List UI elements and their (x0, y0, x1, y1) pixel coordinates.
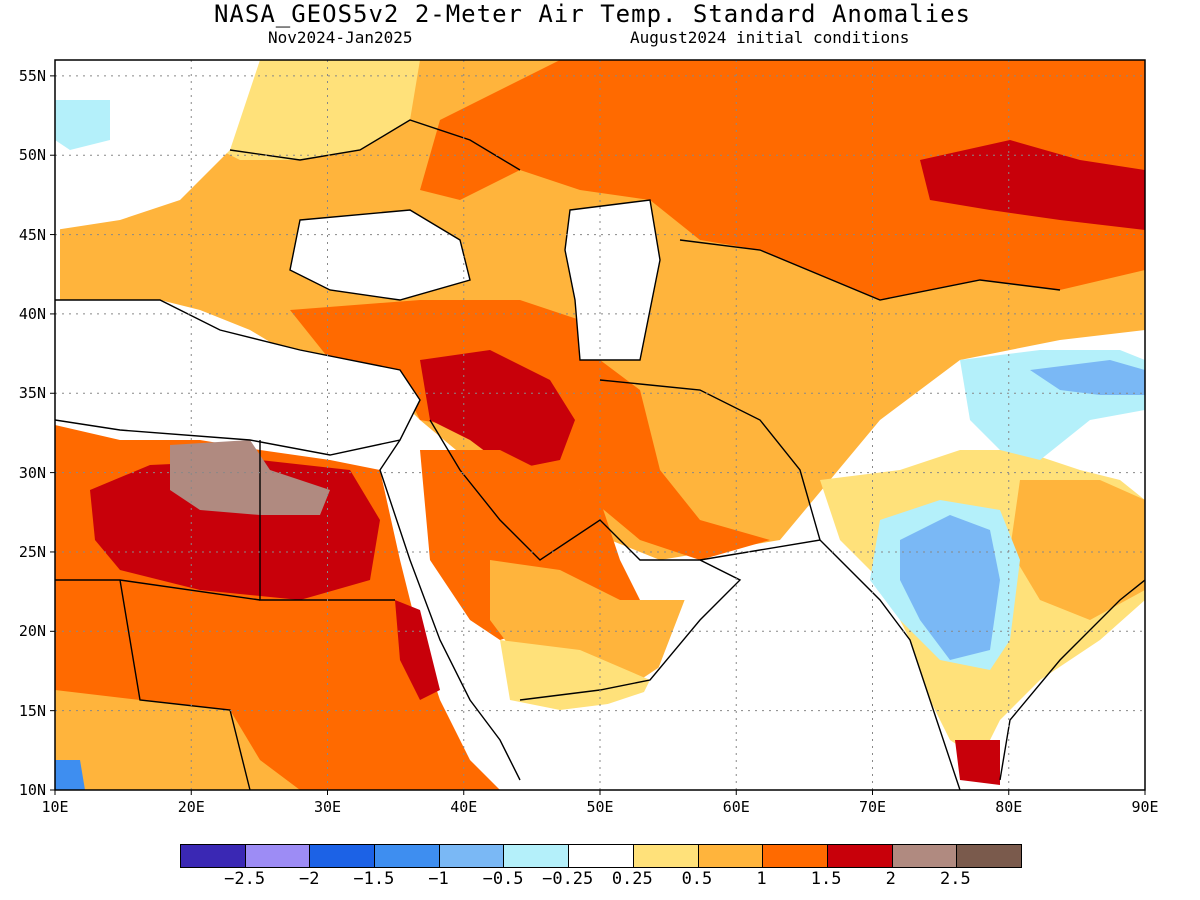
lon-label: 60E (722, 798, 750, 816)
lat-label: 15N (18, 701, 46, 720)
colorbar-swatch (633, 845, 699, 867)
cool-scandinavia (55, 100, 110, 150)
colorbar-swatch (375, 845, 440, 867)
colorbar-label: −0.25 (542, 869, 594, 889)
very-warm-red-sea (395, 600, 440, 700)
black-sea (290, 210, 470, 300)
lon-label: 40E (450, 798, 478, 816)
lon-label: 80E (995, 798, 1023, 816)
lat-label: 35N (18, 384, 46, 403)
lon-label: 70E (858, 798, 887, 816)
anomaly-field (55, 60, 1145, 790)
forecast-period: Nov2024-Jan2025 (268, 28, 413, 47)
cooler-himalaya (1030, 360, 1145, 395)
colorbar-label: −2.5 (224, 869, 266, 889)
slight-warm-europe (200, 60, 420, 160)
colorbar-label: −2 (298, 869, 320, 889)
colorbar (180, 844, 1022, 868)
colorbar-label: −0.5 (482, 869, 524, 889)
colorbar-label: 0.25 (611, 869, 653, 889)
axis-ticks (50, 75, 1146, 795)
colorbar-swatch (310, 845, 376, 867)
grid-lines (55, 60, 1145, 790)
very-warm-iraq (420, 350, 575, 470)
lon-label: 10E (41, 798, 69, 816)
lon-label: 90E (1131, 798, 1159, 816)
lat-label: 25N (18, 542, 46, 561)
initial-conditions: August2024 initial conditions (630, 28, 910, 47)
colorbar-swatch (827, 845, 893, 867)
lat-label: 10N (18, 781, 46, 799)
colorbar-swatch (439, 845, 505, 867)
colorbar-swatch (957, 845, 1021, 867)
colorbar-swatch (569, 845, 634, 867)
colorbar-swatch (763, 845, 828, 867)
moderate-warm-africa-south (55, 690, 300, 790)
slight-warm-yemen (500, 640, 650, 710)
lat-label: 30N (18, 463, 46, 482)
colorbar-label: 1 (756, 869, 767, 889)
caspian-sea (565, 200, 660, 360)
mediterranean-sea (55, 300, 420, 455)
lat-label: 55N (18, 66, 46, 85)
lon-label: 50E (586, 798, 614, 816)
lat-label: 50N (18, 146, 46, 165)
colorbar-swatch (892, 845, 958, 867)
lon-label: 30E (313, 798, 342, 816)
colorbar-label: −1 (428, 869, 449, 889)
colorbar-label: 2.5 (940, 869, 971, 889)
lat-label: 20N (18, 622, 46, 641)
moderate-warm-east-india (1010, 480, 1145, 620)
map-title: NASA_GEOS5v2 2-Meter Air Temp. Standard … (213, 0, 971, 28)
lon-label: 20E (177, 798, 205, 816)
cool-east-africa (55, 760, 85, 790)
strong-warm-central-asia (420, 60, 1145, 300)
colorbar-swatch (504, 845, 570, 867)
extreme-warm-egypt (170, 440, 330, 515)
colorbar-label: 1.5 (810, 869, 842, 889)
colorbar-label: 0.5 (681, 869, 713, 889)
very-warm-mongolia (920, 140, 1145, 230)
colorbar-label: −1.5 (353, 869, 395, 889)
arabian-sea (520, 540, 950, 790)
lat-label: 40N (18, 304, 46, 323)
cooler-india-central (900, 515, 1000, 660)
colorbar-swatch (181, 845, 246, 867)
very-warm-south-india (955, 740, 1000, 785)
lat-label: 45N (18, 225, 46, 244)
colorbar-swatch (245, 845, 311, 867)
colorbar-label: 2 (885, 869, 896, 889)
coastlines (55, 119, 1145, 790)
colorbar-swatch (698, 845, 764, 867)
